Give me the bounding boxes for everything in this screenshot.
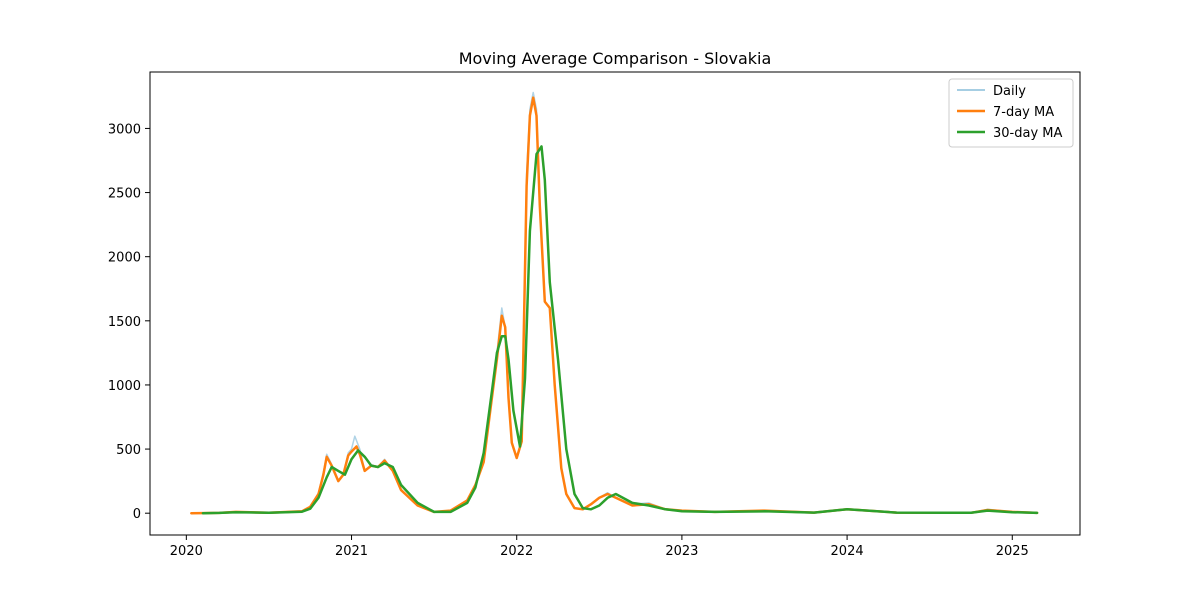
x-tick-label: 2024 [831,544,864,559]
x-tick-label: 2025 [996,544,1029,559]
y-tick-label: 2500 [108,187,141,202]
legend-box [948,78,1074,148]
legend-label-7-day-ma: 7-day MA [993,105,1054,120]
chart-title: Moving Average Comparison - Slovakia [459,49,772,68]
plot-frame [149,71,1081,536]
x-tick-label: 2020 [170,544,203,559]
series-line-30-day-ma [201,145,1039,515]
legend-label-30-day-ma: 30-day MA [993,126,1062,141]
y-tick-label: 500 [116,443,141,458]
plot-area [190,91,1039,515]
legend-label-daily: Daily [993,84,1026,99]
y-tick-label: 0 [133,507,141,522]
y-tick-label: 1000 [108,379,141,394]
y-tick-label: 1500 [108,315,141,330]
x-tick-label: 2023 [665,544,698,559]
legend: Daily 7-day MA 30-day MA [948,78,1074,148]
y-tick-label: 3000 [108,122,141,137]
x-tick-label: 2021 [335,544,368,559]
x-tick-label: 2022 [500,544,533,559]
y-tick-label: 2000 [108,251,141,266]
